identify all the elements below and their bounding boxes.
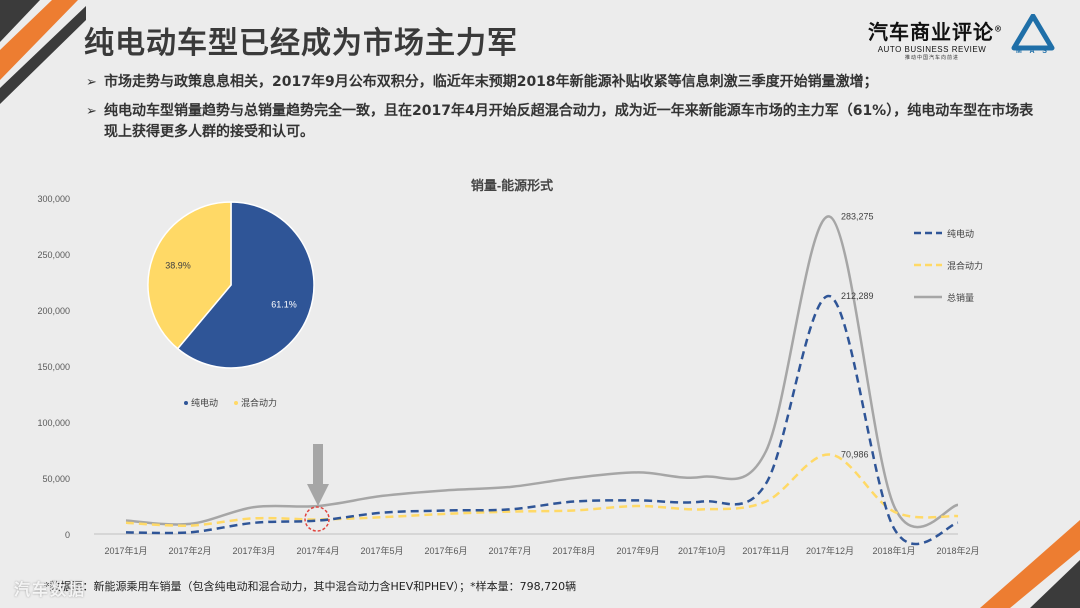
pie-legend-swatch [234,401,238,405]
x-tick-label: 2018年1月 [872,545,915,556]
hybrid-series-line [125,453,959,527]
x-tick-label: 2017年10月 [678,545,726,556]
x-tick-label: 2017年5月 [360,545,403,556]
x-tick-label: 2018年2月 [936,545,979,556]
data-label: 212,289 [841,291,874,301]
data-source-footnote: *数据源：新能源乘用车销量（包含纯电动和混合动力，其中混合动力含HEV和PHEV… [44,580,577,593]
y-tick-label: 100,000 [37,418,70,428]
bullet-item: ➢ 纯电动车型销量趋势与总销量趋势完全一致，且在2017年4月开始反超混合动力，… [86,101,1046,143]
pie-slice-ev [176,201,315,369]
pie-value-label: 38.9% [165,261,191,271]
pie-slice-hybrid [147,201,232,350]
mas-logo-icon [1011,14,1055,51]
x-tick-label: 2017年8月 [552,545,595,556]
ev-series-line [125,294,959,546]
y-tick-label: 250,000 [37,250,70,260]
x-tick-label: 2017年6月 [424,545,467,556]
data-label: 283,275 [841,212,874,222]
x-tick-label: 2017年9月 [616,545,659,556]
chart-title: 销量-能源形式 [471,178,553,193]
x-tick-label: 2017年7月 [488,545,531,556]
corner-decoration-top-left [0,0,86,104]
pie-legend-label: 纯电动 [191,397,218,408]
legend-label: 总销量 [947,292,974,303]
bullet-arrow-icon: ➢ [86,104,97,119]
data-label: 70,986 [841,449,869,459]
x-tick-label: 2017年11月 [742,545,789,556]
y-tick-label: 200,000 [37,306,70,316]
logo-english-text: AUTO BUSINESS REVIEW [877,45,987,54]
watermark: 汽车数据 [14,580,87,599]
y-tick-label: 50,000 [42,474,70,484]
bullet-text: 市场走势与政策息息相关，2017年9月公布双积分，临近年末预期2018年新能源补… [104,74,878,90]
legend-label: 纯电动 [947,228,974,239]
y-tick-label: 300,000 [37,194,70,204]
annotation-circle [304,506,330,532]
sales-line-chart: 销量-能源形式 0 50,000 100,000 150,000 200,000 250,0… [37,178,983,556]
x-tick-label: 2017年3月 [232,545,275,556]
y-tick-label: 0 [65,530,70,540]
bullet-arrow-icon: ➢ [86,75,97,90]
page-title: 纯电动车型已经成为市场主力军 [84,26,518,61]
pie-legend-label: 混合动力 [241,397,277,408]
corner-decoration-bottom-right [980,520,1080,608]
bullet-text: 纯电动车型销量趋势与总销量趋势完全一致，且在2017年4月开始反超混合动力，成为… [104,103,1034,140]
x-tick-label: 2017年4月 [296,545,339,556]
legend-label: 混合动力 [947,260,983,271]
pie-value-label: 61.1% [271,299,297,309]
registered-mark: ® [994,23,1003,34]
pie-legend-swatch [184,401,188,405]
logo-main-text: 汽车商业评论 [868,20,994,44]
x-tick-label: 2017年1月 [104,545,147,556]
brand-logo: 汽车商业评论® AUTO BUSINESS REVIEW 推动中国汽车向前进 [868,16,1002,61]
annotation-arrow-shaft [313,444,323,486]
logo-subtitle-text: 推动中国汽车向前进 [904,55,959,61]
x-tick-label: 2017年2月 [168,545,211,556]
bullet-list: ➢ 市场走势与政策息息相关，2017年9月公布双积分，临近年末预期2018年新能… [86,72,1046,151]
bullet-item: ➢ 市场走势与政策息息相关，2017年9月公布双积分，临近年末预期2018年新能… [86,72,1046,93]
total-series-line [125,215,959,529]
x-tick-label: 2017年12月 [806,545,854,556]
y-tick-label: 150,000 [37,362,70,372]
annotation-arrow-head [307,484,329,506]
mas-logo-text: M A S [1016,48,1050,55]
